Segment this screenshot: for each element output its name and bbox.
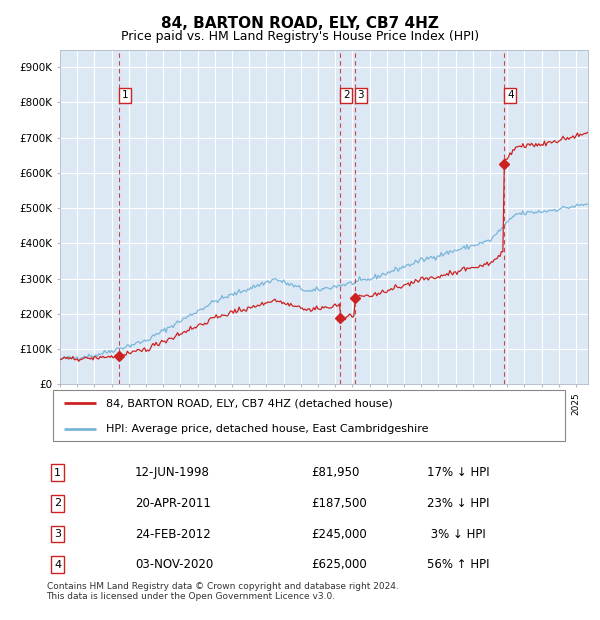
Text: £187,500: £187,500 (311, 497, 367, 510)
Text: 20-APR-2011: 20-APR-2011 (135, 497, 211, 510)
Text: 24-FEB-2012: 24-FEB-2012 (135, 528, 211, 541)
Text: £245,000: £245,000 (311, 528, 367, 541)
Text: 1: 1 (54, 468, 61, 478)
Text: 3: 3 (54, 529, 61, 539)
Text: HPI: Average price, detached house, East Cambridgeshire: HPI: Average price, detached house, East… (106, 424, 428, 435)
Text: £81,950: £81,950 (311, 466, 360, 479)
Text: 23% ↓ HPI: 23% ↓ HPI (427, 497, 490, 510)
Text: £625,000: £625,000 (311, 558, 367, 571)
Text: 3% ↓ HPI: 3% ↓ HPI (427, 528, 486, 541)
Text: 4: 4 (507, 91, 514, 100)
Text: 17% ↓ HPI: 17% ↓ HPI (427, 466, 490, 479)
Text: 3: 3 (358, 91, 364, 100)
Text: 2: 2 (343, 91, 350, 100)
Text: This data is licensed under the Open Government Licence v3.0.: This data is licensed under the Open Gov… (47, 592, 335, 601)
Text: Contains HM Land Registry data © Crown copyright and database right 2024.: Contains HM Land Registry data © Crown c… (47, 582, 398, 591)
Text: 4: 4 (54, 560, 61, 570)
FancyBboxPatch shape (53, 391, 565, 440)
Text: 2: 2 (54, 498, 61, 508)
Text: 1: 1 (122, 91, 128, 100)
Text: 12-JUN-1998: 12-JUN-1998 (135, 466, 210, 479)
Text: Price paid vs. HM Land Registry's House Price Index (HPI): Price paid vs. HM Land Registry's House … (121, 30, 479, 43)
Text: 84, BARTON ROAD, ELY, CB7 4HZ: 84, BARTON ROAD, ELY, CB7 4HZ (161, 16, 439, 30)
Text: 84, BARTON ROAD, ELY, CB7 4HZ (detached house): 84, BARTON ROAD, ELY, CB7 4HZ (detached … (106, 398, 393, 408)
Text: 56% ↑ HPI: 56% ↑ HPI (427, 558, 490, 571)
Text: 03-NOV-2020: 03-NOV-2020 (135, 558, 213, 571)
